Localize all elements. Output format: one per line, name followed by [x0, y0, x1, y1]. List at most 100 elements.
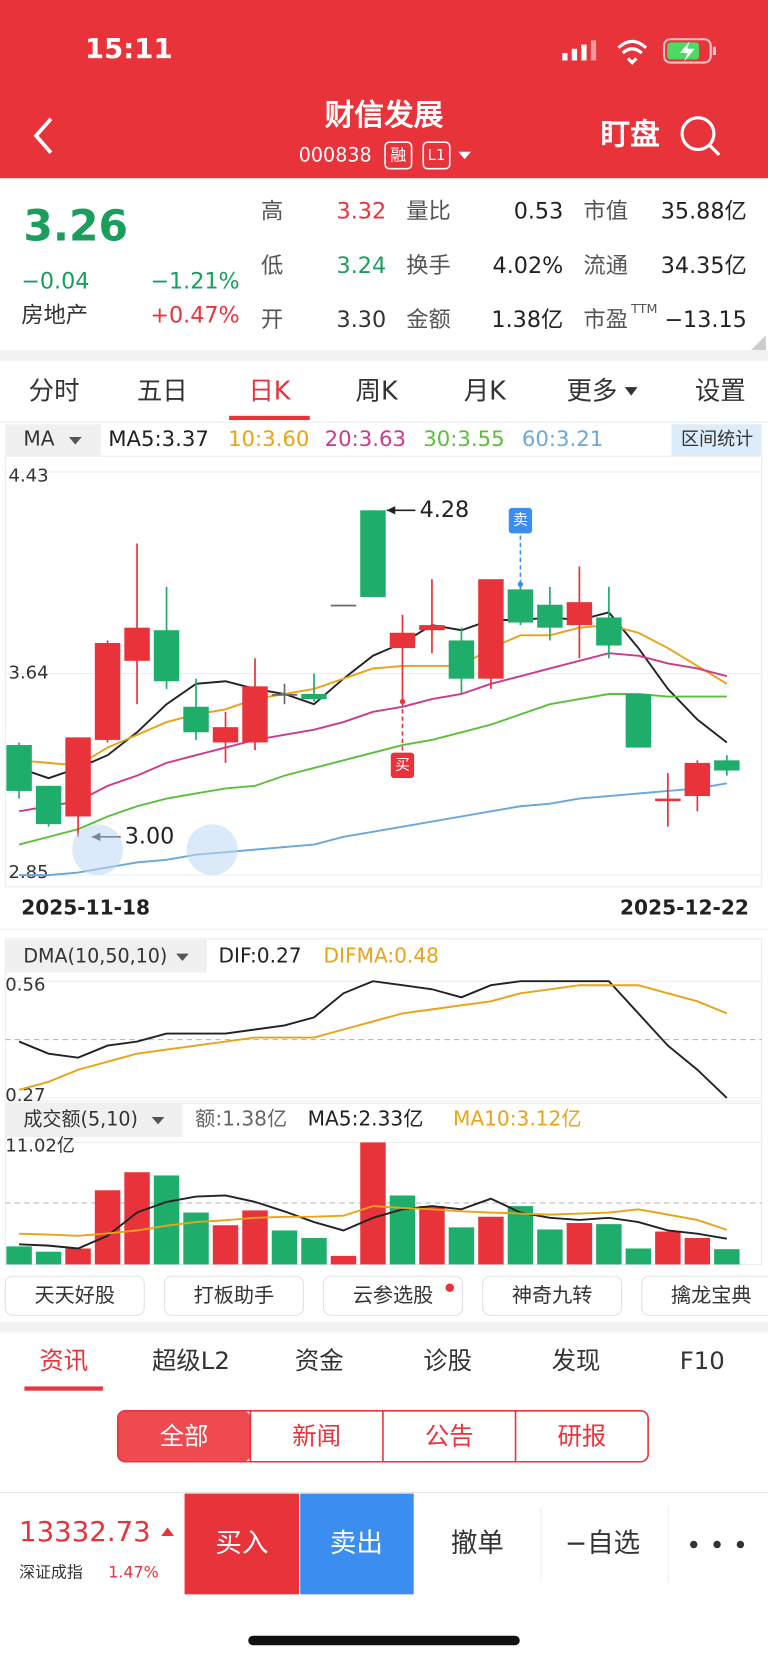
watch-button[interactable]: 盯盘: [600, 117, 659, 152]
candle-body: [684, 762, 711, 797]
legend-item: MA10:3.12亿: [453, 1107, 582, 1131]
volume-bar: [35, 1251, 62, 1265]
candle-body: [212, 727, 239, 743]
corner-mark: [751, 335, 766, 351]
stat-label: 高: [261, 199, 283, 225]
candle-body: [94, 642, 121, 740]
filter[interactable]: 研报: [557, 1421, 606, 1450]
dma-dropdown-bg[interactable]: [5, 939, 207, 973]
news-tab[interactable]: 发现: [552, 1346, 601, 1375]
ma-line: [18, 652, 728, 813]
marker-arrowhead: [386, 506, 396, 515]
ma-line: [19, 782, 728, 877]
badge-frame: [384, 141, 413, 170]
tool-button[interactable]: 神奇九转: [512, 1283, 593, 1307]
tool-button-bg[interactable]: [323, 1275, 464, 1316]
y-tick-label: 2.85: [8, 862, 48, 883]
candle-body: [625, 693, 652, 748]
sector-pct: +0.47%: [150, 303, 239, 329]
volume-bar: [478, 1216, 504, 1265]
stat-value: 4.02%: [493, 253, 564, 279]
tool-button[interactable]: 擒龙宝典: [671, 1283, 752, 1307]
x-tick-label: 2025-11-18: [21, 896, 150, 920]
legend-item: MA5:2.33亿: [308, 1107, 424, 1131]
volume-bar: [507, 1206, 534, 1265]
signal-label: 卖: [513, 511, 528, 529]
volume-ma-line: [19, 1194, 727, 1250]
volume-bar: [183, 1212, 209, 1265]
badge-frame: [422, 141, 451, 170]
tab[interactable]: 日K: [248, 376, 291, 406]
more-button[interactable]: [690, 1540, 745, 1549]
ma-dropdown-bg[interactable]: [5, 424, 101, 457]
signal-badge: [508, 507, 533, 534]
tab[interactable]: 五日: [137, 376, 188, 406]
tool-button-bg[interactable]: [4, 1275, 145, 1316]
volume-bar: [301, 1237, 327, 1265]
news-tab[interactable]: 超级L2: [152, 1346, 230, 1375]
buy-button-bg[interactable]: [184, 1493, 300, 1595]
legend-item: 30:3.55: [423, 427, 504, 452]
y-tick-label: 11.02亿: [5, 1136, 75, 1157]
tool-button[interactable]: 天天好股: [34, 1283, 115, 1307]
home-indicator: [248, 1635, 520, 1646]
filter[interactable]: 全部: [160, 1421, 209, 1450]
y-tick-label: 0.27: [5, 1085, 45, 1106]
up-arrow: [161, 1527, 174, 1536]
candle-body: [6, 745, 32, 791]
candle-body: [65, 737, 91, 817]
ma-dropdown[interactable]: MA: [23, 427, 54, 451]
legend-item: DIF:0.27: [219, 943, 302, 967]
volume-bar: [566, 1223, 593, 1265]
volume-bar: [389, 1195, 416, 1265]
cancel-button[interactable]: 撤单: [451, 1528, 504, 1559]
price-frame: [4, 455, 763, 888]
candle-body: [596, 617, 622, 646]
search-button[interactable]: [680, 116, 721, 156]
dropdown-icon: [68, 437, 82, 445]
tool-button[interactable]: 云参选股: [353, 1283, 434, 1307]
badge: L1: [428, 146, 446, 164]
volume-title[interactable]: 成交额(5,10): [23, 1108, 138, 1131]
back-button[interactable]: [33, 117, 53, 154]
watchlist-button[interactable]: −自选: [565, 1528, 640, 1559]
tool-button-bg[interactable]: [163, 1275, 304, 1316]
sell-button[interactable]: 卖出: [330, 1528, 383, 1559]
tab[interactable]: 月K: [464, 376, 507, 406]
filter[interactable]: 新闻: [292, 1421, 341, 1450]
tab[interactable]: 周K: [356, 376, 399, 406]
tab[interactable]: 设置: [695, 376, 746, 406]
tool-button[interactable]: 打板助手: [194, 1283, 275, 1307]
tab[interactable]: 分时: [29, 376, 80, 406]
range-button[interactable]: 区间统计: [681, 429, 753, 450]
index-value[interactable]: 13332.73: [19, 1515, 151, 1548]
sell-button-bg[interactable]: [300, 1493, 414, 1595]
news-tab[interactable]: 资讯: [39, 1346, 88, 1375]
legend-item: MA5:3.37: [108, 427, 209, 452]
news-tab[interactable]: F10: [680, 1346, 725, 1375]
tab[interactable]: 更多: [566, 376, 617, 406]
volume-bar: [684, 1237, 711, 1265]
x-tick-label: 2025-12-22: [620, 896, 749, 920]
candle-body: [360, 510, 386, 598]
tool-button-bg[interactable]: [482, 1275, 623, 1316]
volume-bar: [448, 1227, 475, 1265]
volume-ma-line: [19, 1205, 728, 1237]
volume-bar: [360, 1142, 386, 1265]
tool-button-bg[interactable]: [641, 1275, 768, 1316]
divider: [0, 1321, 768, 1333]
buy-button[interactable]: 买入: [215, 1528, 268, 1559]
stat-value: 1.38亿: [491, 307, 563, 333]
index-name[interactable]: 深证成指: [19, 1563, 83, 1582]
stat-label: 市值: [583, 199, 628, 225]
dma-title[interactable]: DMA(10,50,10): [23, 944, 167, 967]
volume-dropdown-bg[interactable]: [5, 1103, 183, 1138]
badge-dot: [445, 1283, 455, 1293]
dropdown-icon[interactable]: [458, 151, 471, 160]
news-tab[interactable]: 资金: [295, 1346, 344, 1375]
news-tab[interactable]: 诊股: [423, 1346, 472, 1375]
stat-label: 低: [261, 253, 283, 279]
filter[interactable]: 公告: [425, 1421, 474, 1450]
range-button-bg[interactable]: [671, 424, 762, 457]
